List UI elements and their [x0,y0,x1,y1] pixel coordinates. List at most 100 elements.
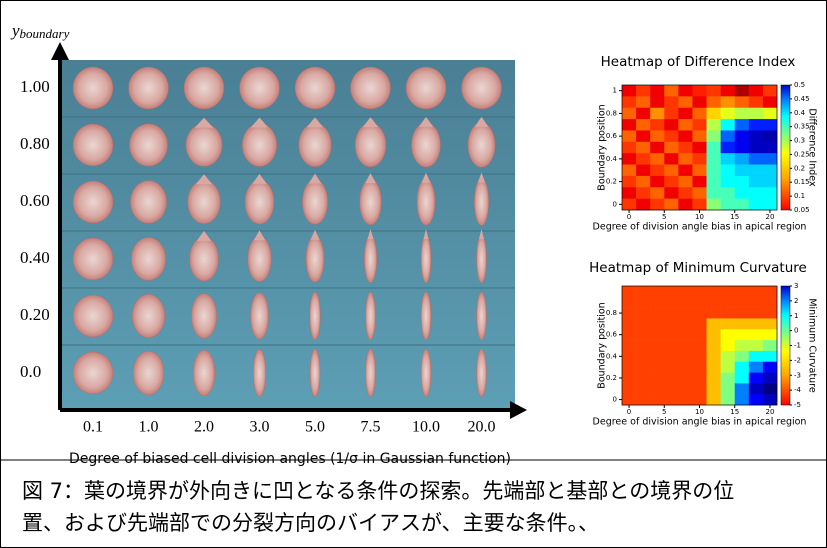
heatmap-cell [748,164,764,177]
x-tick-label: 10 [695,213,704,221]
heatmap-cell [650,107,665,120]
leaf-image [309,348,321,398]
heatmap-cell [762,141,778,154]
colorbar-tick-label: -4 [794,386,802,394]
heatmap-cell [636,340,651,352]
heatmap-cell [692,85,707,97]
heatmap-cell [664,96,679,109]
heatmap-cell [706,361,721,373]
heatmap-cell [762,286,778,298]
x-axis-label: Degree of biased cell division angles (1… [69,451,511,467]
heatmap-cell [734,318,750,330]
colorbar-tick-label: 0.5 [794,81,805,89]
colorbar-tick-label: 0.1 [794,192,805,200]
x-tick-label: 15 [730,408,739,416]
heatmap-cell [734,164,750,177]
heatmap-cell [664,198,679,211]
heatmap-cell [636,361,651,373]
heatmap-cell [622,141,637,154]
heatmap-cell [622,85,637,97]
column-label: 3.0 [250,419,270,436]
heatmap-cell [664,307,679,319]
heatmap-cell [692,286,707,298]
heatmap-cell [748,307,764,319]
heatmap-cell [622,107,637,120]
heatmap-cell [748,329,764,341]
heatmap-cell [720,96,736,109]
heatmap-cell [636,286,651,298]
x-tick-label: 10 [695,408,704,416]
heatmap-cell [678,394,693,406]
colorbar-title: Minimum Curvature [807,298,818,392]
row-label: 0.40 [20,248,50,267]
colorbar-tick-label: 0.3 [794,137,805,145]
x-tick-label: 20 [765,213,774,221]
heatmap-cell [720,361,736,373]
leaf-image [309,291,321,341]
colorbar-tick-label: -5 [794,401,801,409]
colorbar-tick-label: 0 [794,327,798,335]
heatmap-cell [664,164,679,177]
heatmap-cell [748,119,764,131]
heatmap-cell [706,307,721,319]
heatmap-cell [650,296,665,308]
heatmap-cell [650,198,665,211]
heatmap-cell [706,340,721,352]
heatmap-cell [748,383,764,395]
heatmap-cell [762,187,778,199]
heatmap-cell [678,107,693,120]
heatmap-cell [748,286,764,298]
heatmap-cell [664,187,679,199]
heatmap-cell [748,340,764,352]
heatmap-cell [678,85,693,97]
leaf-image [305,235,325,283]
leaf-grid [60,66,515,398]
row-label: 0.20 [20,305,50,324]
heatmap-cell [664,350,679,363]
heatmap-cell [762,153,778,165]
heatmap-cell [692,361,707,373]
image-panel [60,60,515,410]
x-axis-title: Degree of division angle bias in apical … [593,222,807,233]
leaf-tip [194,117,214,128]
heatmap-cell [664,85,679,97]
y-tick-label: 0.8 [606,109,617,117]
x-tick-label: 15 [730,213,739,221]
heatmap-cell [664,175,679,188]
heatmap-cell [734,198,750,211]
heatmap-cell [706,350,721,363]
heatmap-cell [720,107,736,120]
heatmap-cell [664,383,679,395]
heatmap-cell [720,85,736,97]
leaf-image [130,237,167,281]
leaf-tip [365,173,376,184]
leaf-tip [418,116,434,127]
heatmap-cell [650,141,665,154]
leaf-tip [474,116,489,127]
leaf-tip [308,173,322,184]
leaf-image [294,66,336,110]
heatmap-cell [706,372,721,384]
row-label: 0.60 [20,191,50,210]
leaf-image [250,292,269,340]
heatmap-cell [664,318,679,330]
leaf-image [461,66,502,110]
heatmap-cell [622,296,637,308]
heatmap-cell [664,340,679,352]
heatmap-cell [636,119,651,131]
heatmap-cell [622,394,637,406]
heatmap-cell [636,372,651,384]
column-label: 20.0 [468,419,496,436]
heatmap-cell [664,141,679,154]
heatmap-cell [636,164,651,177]
heatmap-cell [748,107,764,120]
y-axis-title: Boundary position [597,104,608,190]
heatmap-cell [734,329,750,341]
heatmap-cell [678,307,693,319]
leaf-image [350,66,391,110]
heatmap-cell [762,340,778,352]
heatmap-cell [636,107,651,120]
y-symbol: y [10,21,20,40]
